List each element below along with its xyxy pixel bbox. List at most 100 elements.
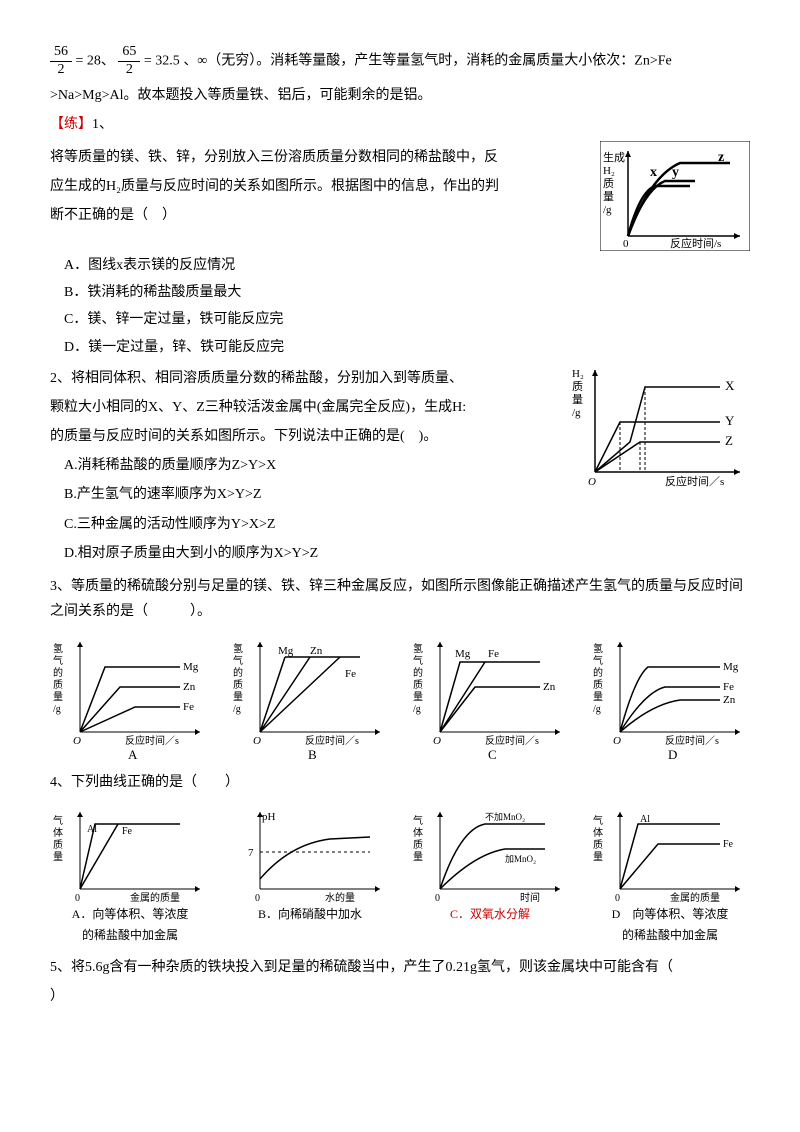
svg-text:气: 气 bbox=[413, 654, 423, 667]
svg-text:H₂: H₂ bbox=[572, 368, 584, 380]
svg-text:O: O bbox=[73, 735, 81, 747]
q4-D: Al Fe 气体质量 0 金属的质量 bbox=[590, 804, 750, 904]
svg-text:反应时间／s: 反应时间／s bbox=[125, 734, 179, 747]
svg-text:/g: /g bbox=[572, 407, 581, 419]
svg-text:Fe: Fe bbox=[723, 839, 734, 850]
svg-text:气: 气 bbox=[413, 814, 423, 827]
svg-text:Zn: Zn bbox=[723, 694, 736, 706]
q2-C: C.三种金属的活动性顺序为Y>X>Z bbox=[64, 512, 570, 537]
frac2: 652 bbox=[118, 44, 140, 79]
svg-text:质: 质 bbox=[233, 679, 243, 691]
svg-text:H₂: H₂ bbox=[603, 165, 615, 177]
q2-stem2: 颗粒大小相同的X、Y、Z三种较活泼金属中(金属完全反应)，生成H: bbox=[50, 395, 570, 420]
q3-figs: Mg Zn Fe 氢气的质量/g O 反应时间／s A Mg Zn Fe 氢气的… bbox=[50, 632, 750, 762]
frac1: 562 bbox=[50, 44, 72, 79]
svg-text:0: 0 bbox=[615, 893, 620, 904]
svg-text:D: D bbox=[668, 747, 677, 762]
svg-text:/g: /g bbox=[413, 704, 421, 715]
q1-C: C．镁、锌一定过量，铁可能反应完 bbox=[64, 307, 750, 332]
q1-chart: x y z 生成 H₂ 质 量 /g 0 反应时间/s bbox=[600, 141, 750, 251]
svg-text:的: 的 bbox=[53, 666, 63, 679]
svg-text:的: 的 bbox=[593, 666, 603, 679]
q2-B: B.产生氢气的速率顺序为X>Y>Z bbox=[64, 482, 570, 507]
svg-text:Y: Y bbox=[725, 413, 735, 428]
q2-chart: X Y Z H₂ 质 量 /g O 反应时间／s bbox=[570, 362, 750, 492]
q3-B: Mg Zn Fe 氢气的质量/g O 反应时间／s B bbox=[230, 632, 390, 762]
svg-text:/g: /g bbox=[603, 204, 612, 216]
svg-text:B: B bbox=[308, 747, 317, 762]
q4-figs: Al Fe 气体质量 0 金属的质量 A．向等体积、等浓度的稀盐酸中加金属 7 … bbox=[50, 804, 750, 947]
practice-heading: 【练】1、 bbox=[50, 112, 750, 137]
q1-options: A．图线x表示镁的反应情况 B．铁消耗的稀盐酸质量最大 C．镁、锌一定过量，铁可… bbox=[64, 253, 750, 360]
svg-text:反应时间／s: 反应时间／s bbox=[485, 734, 539, 747]
svg-text:Mg: Mg bbox=[278, 645, 294, 657]
svg-text:反应时间／s: 反应时间／s bbox=[665, 734, 719, 747]
svg-text:金属的质量: 金属的质量 bbox=[670, 891, 720, 904]
svg-text:Fe: Fe bbox=[345, 668, 356, 680]
svg-text:气: 气 bbox=[593, 814, 603, 827]
svg-text:Mg: Mg bbox=[455, 648, 471, 660]
q1-stem3: 断不正确的是（ ） bbox=[50, 203, 600, 228]
q4-stem: 4、下列曲线正确的是（ ） bbox=[50, 770, 750, 795]
svg-text:Al: Al bbox=[87, 824, 97, 835]
svg-text:Zn: Zn bbox=[310, 645, 323, 657]
svg-text:Mg: Mg bbox=[183, 661, 199, 673]
svg-text:反应时间/s: 反应时间/s bbox=[670, 236, 721, 250]
svg-text:不加MnO₂: 不加MnO₂ bbox=[485, 812, 525, 822]
svg-text:质: 质 bbox=[53, 839, 63, 851]
q3-stem: 3、等质量的稀硫酸分别与足量的镁、铁、锌三种金属反应，如图所示图像能正确描述产生… bbox=[50, 574, 750, 624]
svg-text:生成: 生成 bbox=[603, 150, 625, 164]
svg-text:氢: 氢 bbox=[233, 642, 243, 655]
svg-text:O: O bbox=[253, 735, 261, 747]
svg-text:/g: /g bbox=[53, 704, 61, 715]
q2-D: D.相对原子质量由大到小的顺序为X>Y>Z bbox=[64, 541, 570, 566]
q5-end: ） bbox=[50, 984, 750, 1009]
svg-text:氢: 氢 bbox=[593, 642, 603, 655]
svg-text:氢: 氢 bbox=[413, 642, 423, 655]
svg-text:气: 气 bbox=[53, 814, 63, 827]
svg-text:/g: /g bbox=[233, 704, 241, 715]
svg-text:水的量: 水的量 bbox=[325, 891, 355, 904]
svg-text:y: y bbox=[672, 165, 679, 180]
svg-text:7: 7 bbox=[248, 847, 254, 859]
svg-text:量: 量 bbox=[413, 691, 423, 703]
svg-text:X: X bbox=[725, 378, 735, 393]
svg-text:量: 量 bbox=[53, 851, 63, 863]
q4-B: 7 pH 0 水的量 bbox=[230, 804, 390, 904]
q3-C: Mg Fe Zn 氢气的质量/g O 反应时间／s C bbox=[410, 632, 570, 762]
q2-options: A.消耗稀盐酸的质量顺序为Z>Y>X B.产生氢气的速率顺序为X>Y>Z C.三… bbox=[64, 453, 570, 566]
svg-text:时间: 时间 bbox=[520, 891, 540, 904]
svg-text:体: 体 bbox=[53, 827, 63, 839]
svg-text:Mg: Mg bbox=[723, 661, 739, 673]
svg-text:Z: Z bbox=[725, 433, 733, 448]
q2-A: A.消耗稀盐酸的质量顺序为Z>Y>X bbox=[64, 453, 570, 478]
q1-stem1: 将等质量的镁、铁、锌，分别放入三份溶质质量分数相同的稀盐酸中，反 bbox=[50, 145, 600, 170]
q3-A: Mg Zn Fe 氢气的质量/g O 反应时间／s A bbox=[50, 632, 210, 762]
q1-A: A．图线x表示镁的反应情况 bbox=[64, 253, 750, 278]
svg-text:质: 质 bbox=[593, 839, 603, 851]
svg-text:pH: pH bbox=[262, 811, 276, 823]
q4-D-cap: D 向等体积、等浓度的稀盐酸中加金属 bbox=[590, 904, 750, 947]
svg-text:Fe: Fe bbox=[488, 648, 499, 660]
svg-text:O: O bbox=[588, 476, 596, 488]
svg-text:Fe: Fe bbox=[723, 681, 734, 693]
svg-text:反应时间／s: 反应时间／s bbox=[665, 474, 724, 488]
svg-text:的: 的 bbox=[413, 666, 423, 679]
svg-text:加MnO₂: 加MnO₂ bbox=[505, 854, 536, 864]
svg-text:z: z bbox=[718, 150, 724, 165]
svg-text:质: 质 bbox=[593, 679, 603, 691]
svg-text:量: 量 bbox=[593, 691, 603, 703]
q4-A-cap: A．向等体积、等浓度的稀盐酸中加金属 bbox=[50, 904, 210, 947]
svg-text:气: 气 bbox=[53, 654, 63, 667]
svg-text:金属的质量: 金属的质量 bbox=[130, 891, 180, 904]
svg-text:体: 体 bbox=[593, 827, 603, 839]
q5-stem: 5、将5.6g含有一种杂质的铁块投入到足量的稀硫酸当中，产生了0.21g氢气，则… bbox=[50, 955, 750, 980]
q2-stem1: 2、将相同体积、相同溶质质量分数的稀盐酸，分别加入到等质量、 bbox=[50, 366, 570, 391]
svg-text:体: 体 bbox=[413, 827, 423, 839]
svg-text:质: 质 bbox=[572, 380, 583, 393]
svg-text:量: 量 bbox=[593, 851, 603, 863]
svg-text:0: 0 bbox=[255, 893, 260, 904]
svg-text:C: C bbox=[488, 747, 497, 762]
svg-text:气: 气 bbox=[593, 654, 603, 667]
svg-text:质: 质 bbox=[603, 177, 614, 190]
